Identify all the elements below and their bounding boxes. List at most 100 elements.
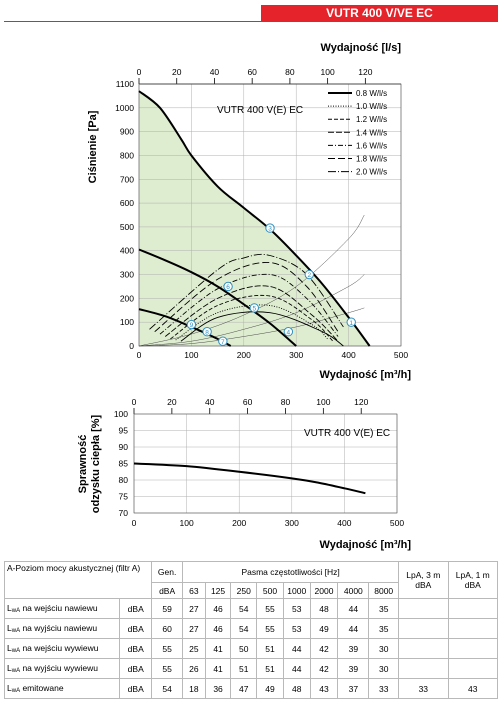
band-value: 49 bbox=[309, 618, 339, 639]
y-axis-title-line1: Sprawność bbox=[77, 435, 89, 494]
plot-frame bbox=[138, 83, 402, 347]
operating-point bbox=[223, 281, 233, 292]
y-tick-label: 95 bbox=[119, 426, 129, 436]
band-value: 42 bbox=[309, 638, 339, 659]
band-value: 46 bbox=[204, 598, 232, 619]
fan-curve bbox=[138, 248, 297, 347]
table-row: LwA na wejściu nawiewu dBA 59 27 46 54 55 53 48 4… bbox=[3, 598, 499, 619]
x2-tick-label: 20 bbox=[172, 67, 182, 77]
legend-label: 0.8 W/l/s bbox=[356, 89, 387, 98]
lpa3-value: 33 bbox=[398, 678, 449, 699]
lpa1-value bbox=[447, 598, 499, 619]
sfp-curve bbox=[149, 253, 344, 330]
y-axis-title-line2: odzysku ciepła [%] bbox=[90, 414, 102, 513]
row-unit: dBA bbox=[119, 598, 153, 619]
band-value: 41 bbox=[204, 658, 232, 679]
y-tick-label: 500 bbox=[120, 222, 134, 232]
x-tick-label: 400 bbox=[337, 518, 351, 528]
band-header: 4000 bbox=[337, 582, 370, 599]
y-tick-label: 70 bbox=[119, 508, 129, 518]
band-value: 44 bbox=[337, 598, 370, 619]
row-label: LwA na wejściu nawiewu bbox=[3, 598, 121, 619]
band-header: 63 bbox=[182, 582, 206, 599]
sfp-curve bbox=[154, 262, 339, 333]
operating-area bbox=[139, 91, 370, 346]
operating-point bbox=[186, 319, 197, 330]
band-header: 1000 bbox=[282, 582, 311, 599]
x2-tick-label: 60 bbox=[243, 397, 253, 407]
band-value: 53 bbox=[282, 618, 311, 639]
gen-unit: dBA bbox=[151, 582, 184, 599]
band-value: 36 bbox=[204, 678, 232, 699]
band-header: 2000 bbox=[309, 582, 339, 599]
band-value: 42 bbox=[309, 658, 339, 679]
operating-point-label: 4 bbox=[287, 329, 291, 336]
lpa1-value bbox=[447, 638, 499, 659]
operating-point bbox=[218, 336, 228, 346]
band-value: 39 bbox=[337, 638, 370, 659]
band-value: 39 bbox=[337, 658, 370, 679]
operating-point-label: 1 bbox=[349, 320, 353, 327]
sfp-curve bbox=[180, 311, 344, 347]
noise-table: A-Poziom mocy akustycznej (filtr A) Gen.… bbox=[3, 561, 499, 699]
table-row: LwA na wejściu wywiewu dBA 55 25 41 50 51 44 42 3… bbox=[3, 638, 499, 659]
x2-tick-label: 0 bbox=[132, 397, 137, 407]
gen-value: 55 bbox=[151, 658, 184, 679]
band-value: 51 bbox=[256, 638, 284, 659]
gen-value: 55 bbox=[151, 638, 184, 659]
legend-label: 2.0 W/l/s bbox=[356, 168, 387, 177]
band-value: 54 bbox=[230, 618, 258, 639]
operating-point-label: 2 bbox=[307, 272, 311, 279]
gen-header: Gen. bbox=[151, 561, 184, 583]
x-tick-label: 400 bbox=[342, 350, 356, 360]
x-tick-label: 0 bbox=[137, 350, 142, 360]
lpa1-value: 43 bbox=[447, 678, 499, 699]
lpa3-header: LpA, 3 m dBA bbox=[398, 561, 449, 599]
x-tick-label: 300 bbox=[285, 518, 299, 528]
model-label: VUTR 400 V(E) EC bbox=[217, 105, 303, 116]
band-value: 25 bbox=[182, 638, 206, 659]
band-value: 26 bbox=[182, 658, 206, 679]
row-label: LwA na wyjściu nawiewu bbox=[3, 618, 121, 639]
band-value: 51 bbox=[256, 658, 284, 679]
band-value: 48 bbox=[282, 678, 311, 699]
banner-rule bbox=[4, 21, 498, 22]
band-value: 33 bbox=[368, 678, 400, 699]
x2-tick-label: 0 bbox=[137, 67, 142, 77]
x-tick-label: 500 bbox=[390, 518, 404, 528]
y-tick-label: 100 bbox=[114, 409, 128, 419]
y-tick-label: 200 bbox=[120, 293, 134, 303]
table-row: LwA na wyjściu wywiewu dBA 55 26 41 51 51 44 42 3… bbox=[3, 658, 499, 679]
x-tick-label: 200 bbox=[232, 518, 246, 528]
table-title: A-Poziom mocy akustycznej (filtr A) bbox=[3, 561, 153, 599]
gen-value: 60 bbox=[151, 618, 184, 639]
y-tick-label: 1100 bbox=[116, 79, 135, 89]
system-curve bbox=[138, 307, 365, 347]
row-unit: dBA bbox=[119, 658, 153, 679]
sfp-curve bbox=[170, 294, 334, 342]
lpa1-header: LpA, 1 m dBA bbox=[447, 561, 499, 599]
x2-tick-label: 100 bbox=[321, 67, 335, 77]
x2-tick-label: 80 bbox=[285, 67, 295, 77]
band-header: 500 bbox=[256, 582, 284, 599]
band-value: 43 bbox=[309, 678, 339, 699]
y-tick-label: 100 bbox=[120, 317, 134, 327]
legend-label: 1.4 W/l/s bbox=[356, 128, 387, 137]
lpa3-value bbox=[398, 638, 449, 659]
x2-tick-label: 100 bbox=[316, 397, 330, 407]
band-value: 48 bbox=[309, 598, 339, 619]
band-value: 51 bbox=[230, 658, 258, 679]
operating-point bbox=[202, 327, 212, 337]
x2-tick-label: 80 bbox=[281, 397, 291, 407]
band-value: 41 bbox=[204, 638, 232, 659]
y-tick-label: 400 bbox=[120, 246, 134, 256]
band-value: 53 bbox=[282, 598, 311, 619]
operating-point-label: 5 bbox=[252, 305, 256, 312]
system-curve bbox=[138, 214, 365, 347]
operating-point bbox=[346, 317, 356, 327]
lpa1-value bbox=[447, 618, 499, 639]
x2-axis-title: Wydajność [l/s] bbox=[321, 42, 402, 54]
system-curve bbox=[138, 274, 365, 347]
band-header: 8000 bbox=[368, 582, 400, 599]
